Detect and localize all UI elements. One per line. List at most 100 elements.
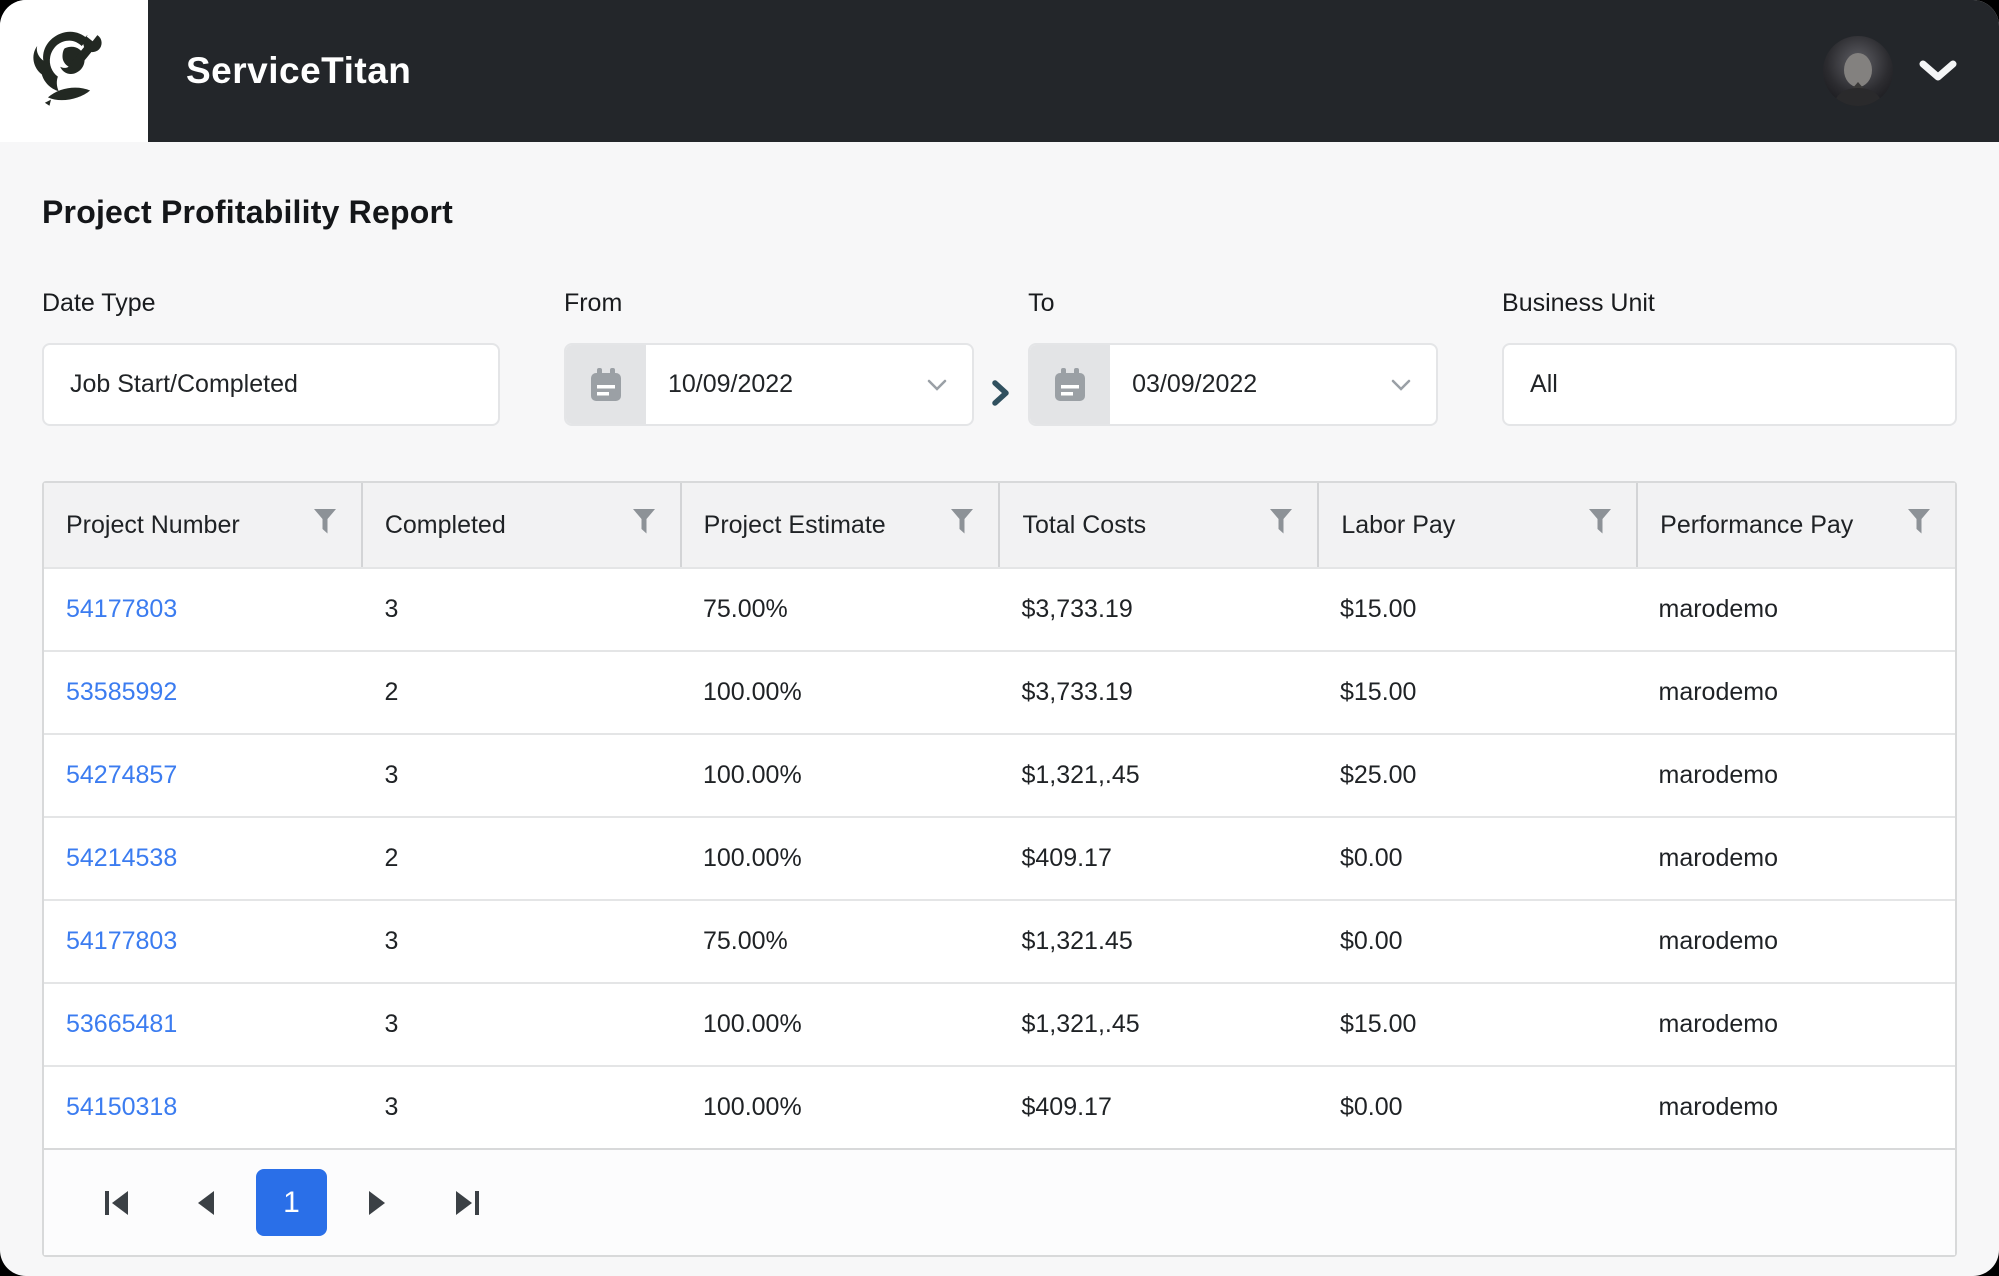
user-avatar[interactable]: [1823, 36, 1893, 106]
column-header-project-estimate[interactable]: Project Estimate: [679, 483, 999, 567]
page-title: Project Profitability Report: [42, 194, 453, 230]
pagination: 1: [44, 1148, 1955, 1255]
filter-funnel-icon[interactable]: [1269, 508, 1293, 542]
total-costs-cell: $1,321.45: [1021, 927, 1133, 955]
from-label: From: [563, 289, 623, 317]
performance-pay-cell: marodemo: [1658, 844, 1779, 872]
completed-cell: 3: [384, 595, 399, 623]
column-header-completed[interactable]: Completed: [360, 483, 680, 567]
total-costs-cell: $3,733.19: [1021, 678, 1133, 706]
table-row: 54150318 3 100.00% $409.17 $0.00 marodemo: [44, 1065, 1955, 1148]
column-header-project-number[interactable]: Project Number: [44, 483, 361, 567]
pagination-first-page-button[interactable]: [90, 1176, 144, 1230]
project-number-link[interactable]: 54177803: [66, 595, 178, 623]
project-number-cell: 54177803: [44, 595, 363, 624]
column-header-label: Performance Pay: [1660, 510, 1854, 539]
table-body: 54177803 3 75.00% $3,733.19 $15.00 marodemo 53…: [44, 567, 1955, 1148]
project-estimate-cell: 75.00%: [703, 927, 788, 955]
performance-pay-cell: marodemo: [1658, 595, 1779, 623]
project-estimate-cell: 100.00%: [703, 844, 802, 872]
to-dropdown-chevron-icon[interactable]: [1390, 378, 1412, 392]
performance-pay-cell: marodemo: [1658, 927, 1779, 955]
pagination-next-page-button[interactable]: [351, 1176, 405, 1230]
completed-cell: 3: [384, 1010, 399, 1038]
table-row: 54274857 3 100.00% $1,321,.45 $25.00 marodemo: [44, 733, 1955, 816]
pagination-previous-page-button[interactable]: [178, 1176, 232, 1230]
total-costs-cell: $1,321,.45: [1021, 1010, 1140, 1038]
filter-bar: Date Type Job Start/Completed From: [42, 289, 1958, 434]
project-estimate-cell: 100.00%: [703, 678, 802, 706]
performance-pay-cell: marodemo: [1658, 1010, 1779, 1038]
labor-pay-cell: $0.00: [1340, 844, 1403, 872]
table-row: 54177803 3 75.00% $3,733.19 $15.00 marodemo: [44, 567, 1955, 650]
servicetitan-mascot-icon: [28, 23, 120, 120]
project-number-link[interactable]: 53585992: [66, 678, 178, 706]
total-costs-cell: $409.17: [1021, 844, 1112, 872]
project-number-link[interactable]: 54150318: [66, 1093, 178, 1121]
project-estimate-cell: 100.00%: [703, 1010, 802, 1038]
performance-pay-cell: marodemo: [1658, 1093, 1779, 1121]
filter-funnel-icon[interactable]: [1588, 508, 1612, 542]
user-menu-chevron-icon[interactable]: [1919, 60, 1957, 82]
to-date-filter: To 03/09/2022: [1028, 289, 1439, 434]
column-header-label: Total Costs: [1022, 510, 1147, 539]
business-unit-value: All: [1530, 370, 1558, 398]
filter-gap: [500, 289, 564, 434]
labor-pay-cell: $25.00: [1340, 761, 1417, 789]
completed-cell: 3: [384, 927, 399, 955]
date-type-select[interactable]: Job Start/Completed: [42, 343, 500, 426]
to-date-picker[interactable]: 03/09/2022: [1028, 343, 1439, 426]
business-unit-select[interactable]: All: [1502, 343, 1958, 426]
business-unit-filter: Business Unit All: [1502, 289, 1958, 434]
column-header-label: Labor Pay: [1341, 510, 1456, 539]
project-estimate-cell: 75.00%: [703, 595, 788, 623]
date-type-value: Job Start/Completed: [70, 370, 298, 398]
column-header-total-costs[interactable]: Total Costs: [998, 483, 1317, 567]
project-number-link[interactable]: 54214538: [66, 844, 178, 872]
from-dropdown-chevron-icon[interactable]: [926, 378, 948, 392]
project-number-cell: 54177803: [44, 927, 363, 956]
content-area: Project Profitability Report Date Type J…: [0, 194, 1999, 1257]
top-bar: ServiceTitan: [0, 0, 1999, 142]
total-costs-cell: $1,321,.45: [1021, 761, 1140, 789]
business-unit-label: Business Unit: [1502, 289, 1655, 317]
project-estimate-cell: 100.00%: [703, 1093, 802, 1121]
project-number-link[interactable]: 54274857: [66, 761, 178, 789]
pagination-last-page-button[interactable]: [441, 1176, 495, 1230]
total-costs-cell: $409.17: [1021, 1093, 1112, 1121]
project-number-cell: 53665481: [44, 1010, 363, 1039]
project-estimate-cell: 100.00%: [703, 761, 802, 789]
from-date-filter: From 10/09/2022: [563, 289, 974, 434]
brand-title: ServiceTitan: [186, 50, 412, 91]
filter-funnel-icon[interactable]: [950, 508, 974, 542]
project-number-cell: 54150318: [44, 1093, 363, 1122]
filter-funnel-icon[interactable]: [313, 508, 337, 542]
calendar-icon[interactable]: [1030, 345, 1111, 424]
project-number-link[interactable]: 54177803: [66, 927, 178, 955]
pagination-current-page-button[interactable]: 1: [256, 1169, 327, 1236]
filter-funnel-icon[interactable]: [1907, 508, 1931, 542]
from-date-value: 10/09/2022: [667, 370, 794, 398]
date-type-label: Date Type: [42, 289, 156, 317]
labor-pay-cell: $15.00: [1340, 595, 1417, 623]
total-costs-cell: $3,733.19: [1021, 595, 1133, 623]
from-date-picker[interactable]: 10/09/2022: [563, 343, 974, 426]
calendar-icon[interactable]: [565, 345, 646, 424]
filter-funnel-icon[interactable]: [632, 508, 656, 542]
completed-cell: 2: [384, 844, 399, 872]
table-row: 53585992 2 100.00% $3,733.19 $15.00 marodemo: [44, 650, 1955, 733]
project-number-cell: 54214538: [44, 844, 363, 873]
labor-pay-cell: $15.00: [1340, 678, 1417, 706]
table-row: 54177803 3 75.00% $1,321.45 $0.00 marodemo: [44, 899, 1955, 982]
completed-cell: 2: [384, 678, 399, 706]
column-header-label: Completed: [384, 510, 506, 539]
project-number-link[interactable]: 53665481: [66, 1010, 178, 1038]
labor-pay-cell: $15.00: [1340, 1010, 1417, 1038]
column-header-labor-pay[interactable]: Labor Pay: [1317, 483, 1636, 567]
to-label: To: [1028, 289, 1055, 317]
table-row: 53665481 3 100.00% $1,321,.45 $15.00 marodemo: [44, 982, 1955, 1065]
column-header-performance-pay[interactable]: Performance Pay: [1636, 483, 1955, 567]
date-type-filter: Date Type Job Start/Completed: [42, 289, 500, 434]
column-header-label: Project Number: [66, 510, 240, 539]
